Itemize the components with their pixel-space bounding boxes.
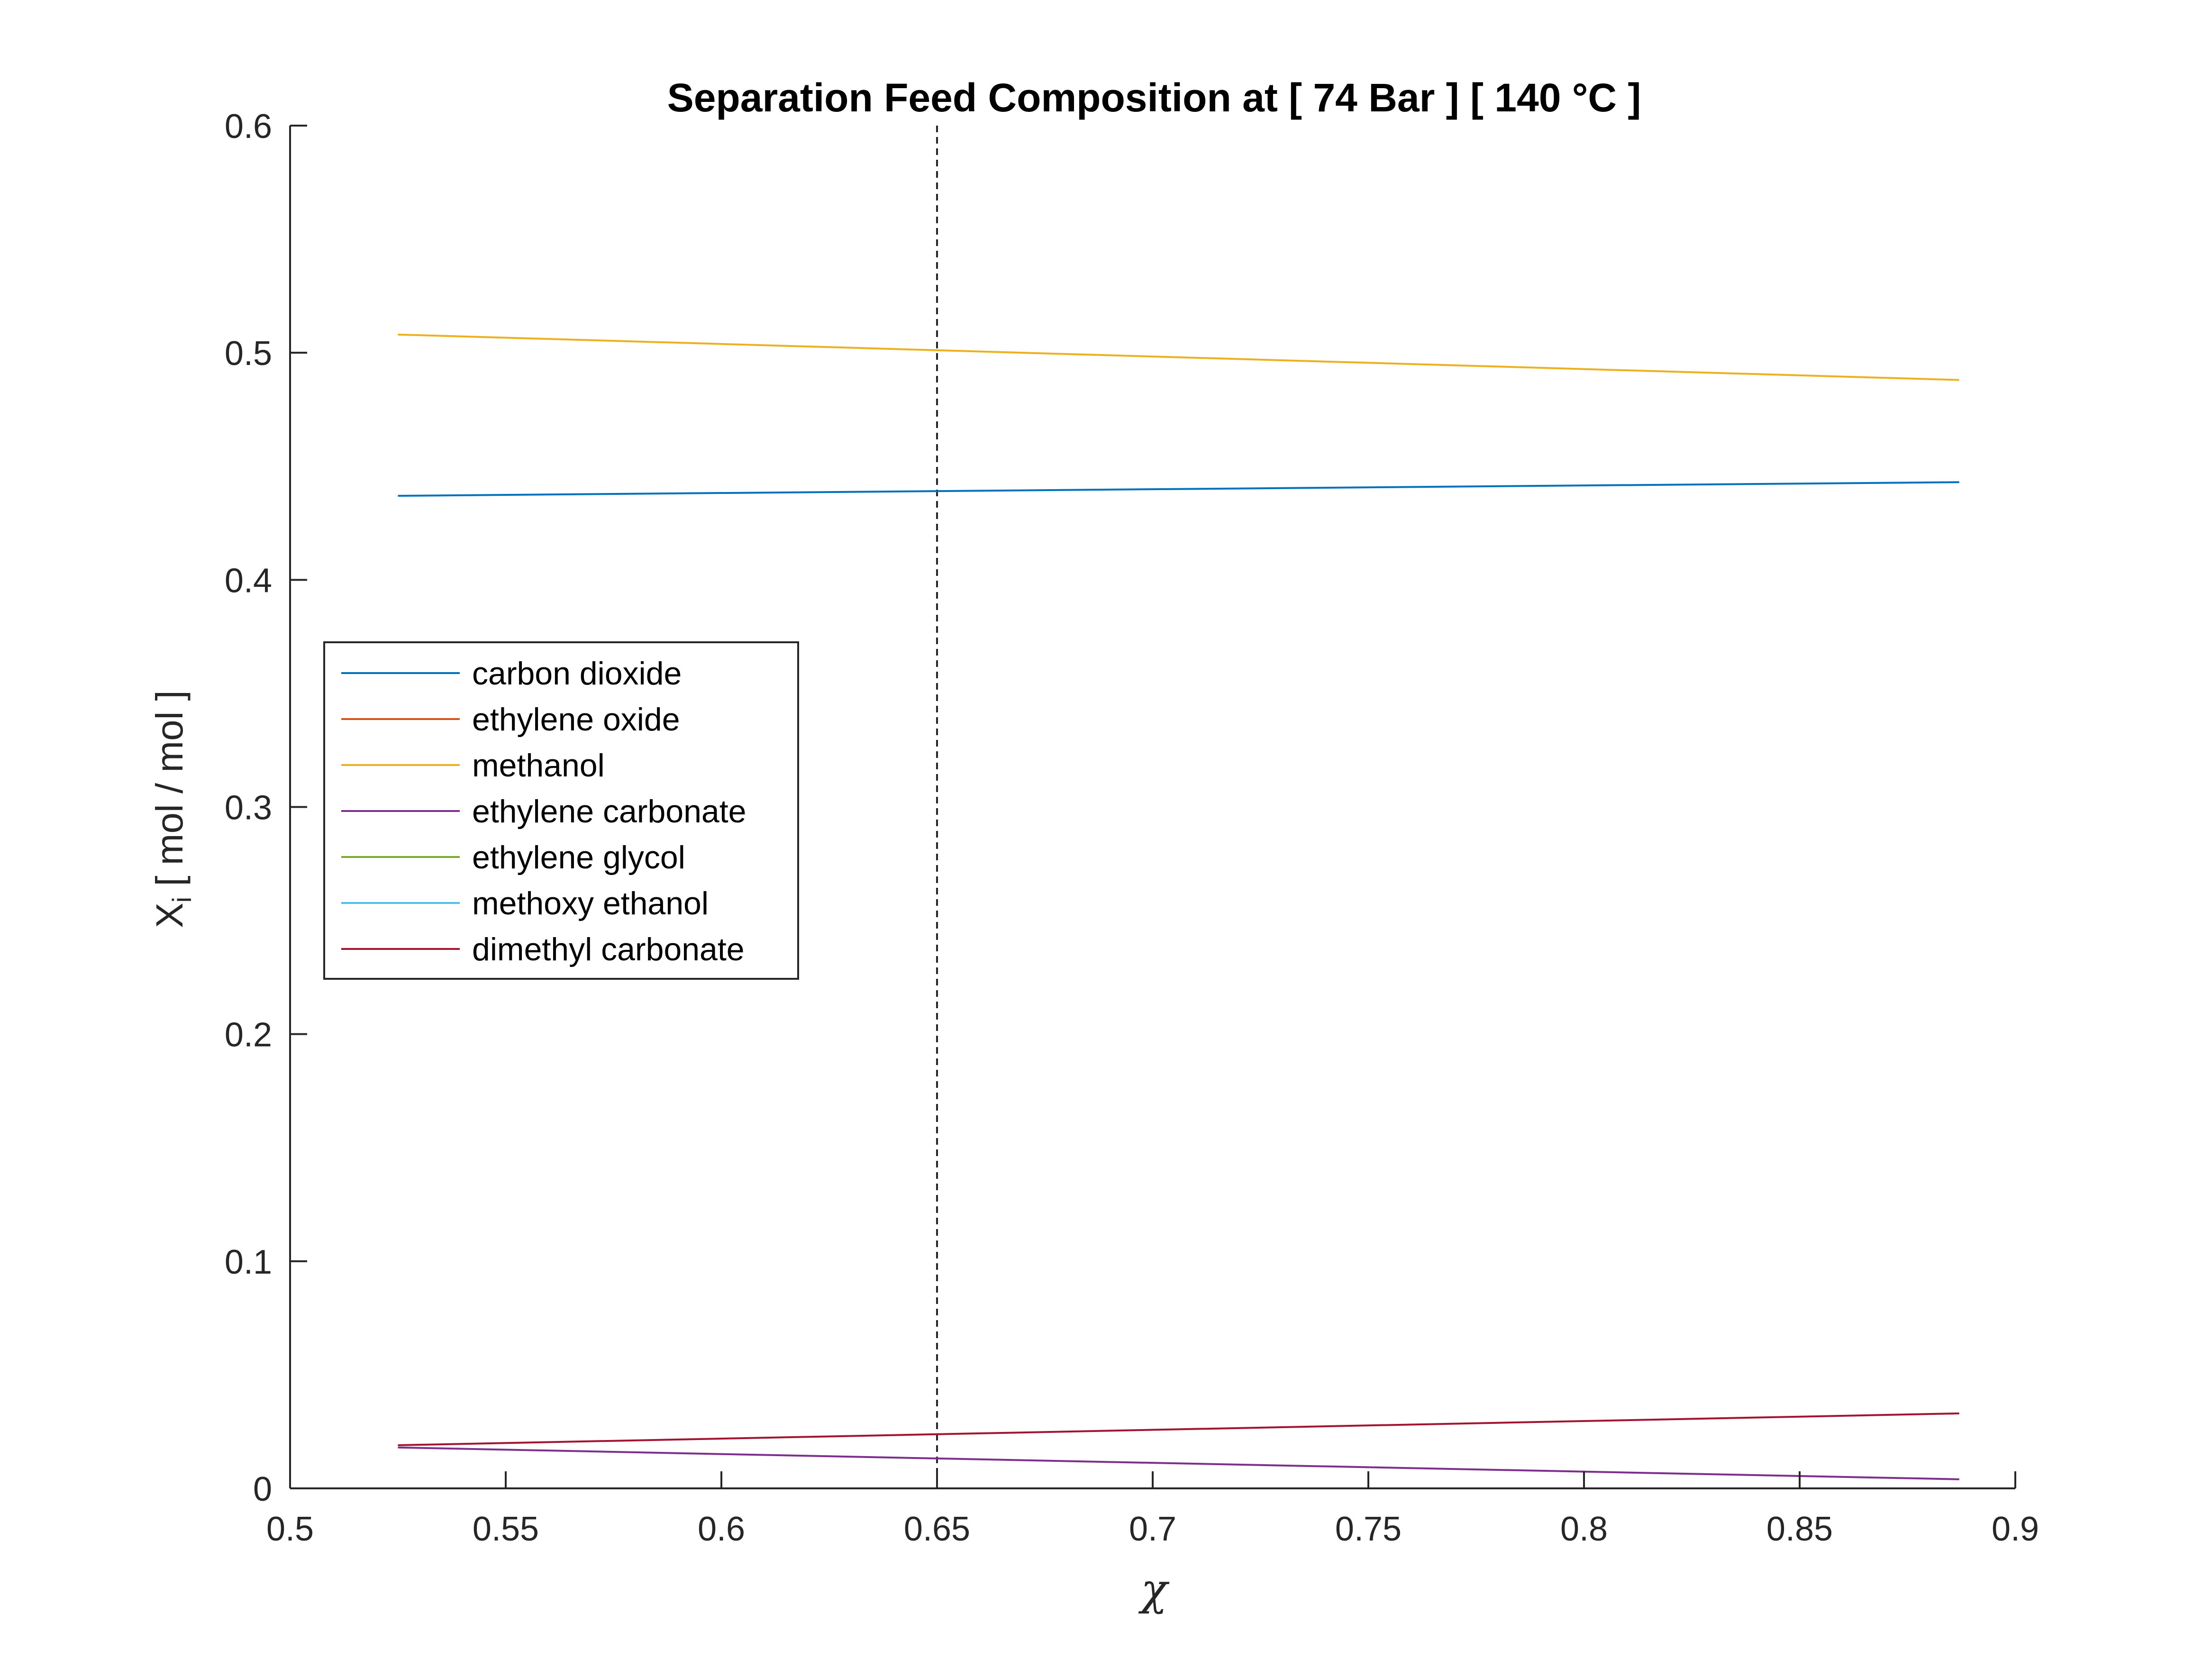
y-tick-label: 0.6	[225, 108, 272, 146]
legend: carbon dioxide ethylene oxide methanol ethy…	[323, 641, 799, 980]
x-tick-label: 0.85	[1766, 1510, 1833, 1548]
y-tick-label: 0.1	[225, 1243, 272, 1281]
x-axis-label: χ	[1138, 1564, 1170, 1615]
x-tick-label: 0.9	[1992, 1510, 2039, 1548]
y-axis-label-subscript: i	[167, 897, 197, 902]
legend-label: ethylene glycol	[472, 839, 685, 875]
y-axis-label: Xi [ mol / mol ]	[148, 690, 197, 928]
series-line	[398, 1412, 1959, 1446]
axes: 0.5 0.55 0.6 0.65 0.7 0.75 0.8 0.85 0.9 0 0.1 0.2 0.…	[225, 108, 2039, 1548]
legend-label: carbon dioxide	[472, 656, 682, 692]
legend-label: ethylene carbonate	[472, 793, 746, 830]
y-tick-label: 0.2	[225, 1016, 272, 1054]
y-tick-label: 0.4	[225, 562, 272, 600]
x-tick-label: 0.7	[1129, 1510, 1176, 1548]
x-tick-label: 0.6	[698, 1510, 745, 1548]
x-tick-label: 0.65	[904, 1510, 970, 1548]
y-tick-label: 0.3	[225, 789, 272, 827]
series-line	[398, 1446, 1959, 1480]
legend-label: ethylene oxide	[472, 702, 680, 738]
y-axis-label-suffix: [ mol / mol ]	[148, 690, 191, 897]
x-tick-label: 0.55	[473, 1510, 539, 1548]
x-tick-label: 0.5	[266, 1510, 314, 1548]
y-axis-label-main: X	[148, 902, 191, 928]
x-tick-label: 0.75	[1335, 1510, 1402, 1548]
legend-label: dimethyl carbonate	[472, 931, 745, 967]
y-tick-label: 0	[253, 1470, 272, 1508]
legend-label: methanol	[472, 747, 605, 784]
x-tick-label: 0.8	[1560, 1510, 1608, 1548]
chart-title: Separation Feed Composition at [ 74 Bar …	[667, 75, 1641, 120]
series-line	[398, 333, 1959, 381]
y-tick-label: 0.5	[225, 335, 272, 373]
legend-label: methoxy ethanol	[472, 885, 709, 921]
series-line	[398, 481, 1959, 497]
